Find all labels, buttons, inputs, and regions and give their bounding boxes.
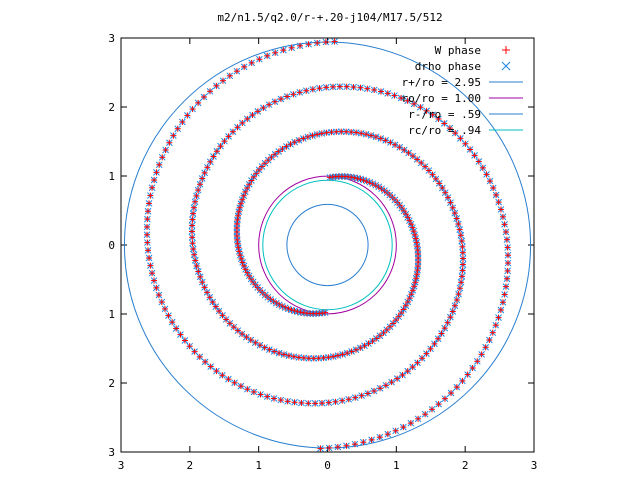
x-tick-label: 0	[324, 459, 331, 472]
y-tick-label: 3	[108, 446, 115, 459]
y-tick-labels: 3 2 1 0 1 2 3	[108, 32, 115, 459]
x-tick-labels: 3 2 1 0 1 2 3	[118, 459, 538, 472]
x-tick-label: 1	[393, 459, 400, 472]
circle-1	[258, 175, 397, 315]
y-tick-label: 0	[108, 239, 115, 252]
y-tick-label: 1	[108, 308, 115, 321]
circle-2	[286, 203, 369, 287]
y-tick-label: 3	[108, 32, 115, 45]
y-tick-label: 2	[108, 377, 115, 390]
x-tick-label: 2	[462, 459, 469, 472]
y-tick-label: 2	[108, 101, 115, 114]
legend-label: rc/ro = .94	[408, 124, 481, 137]
legend-label: drho phase	[415, 60, 481, 73]
legend-label: r+/ro = 2.95	[402, 76, 481, 89]
legend-label: r-/ro = .59	[408, 108, 481, 121]
x-tick-label: 3	[118, 459, 125, 472]
legend-label: W phase	[435, 44, 481, 57]
legend: W phase drho phase r+/ro = 2.95 ro/ro = 1.0…	[402, 44, 523, 137]
x-tick-label: 3	[531, 459, 538, 472]
scatter-points	[143, 38, 512, 452]
circle-3	[262, 179, 393, 311]
x-tick-label: 2	[187, 459, 194, 472]
chart-title: m2/n1.5/q2.0/r-+.20-j104/M17.5/512	[217, 11, 442, 24]
y-tick-label: 1	[108, 170, 115, 183]
legend-marker	[501, 61, 511, 71]
x-tick-label: 1	[255, 459, 262, 472]
legend-label: ro/ro = 1.00	[402, 92, 481, 105]
